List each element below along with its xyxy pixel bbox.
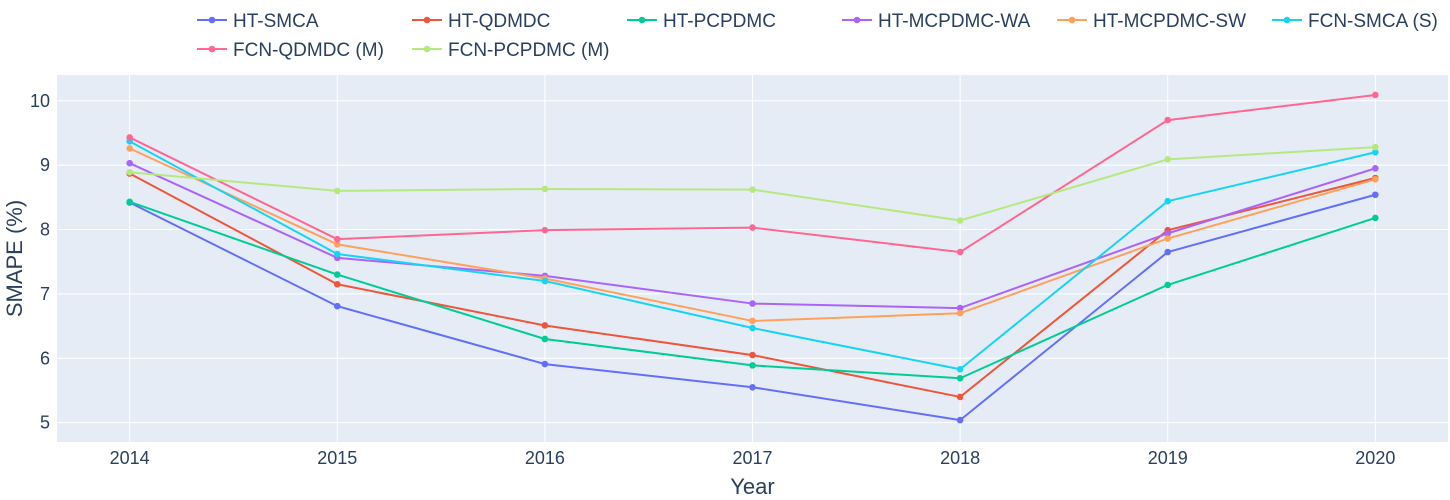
series-fcn-pcpdmc-m <box>126 143 1379 224</box>
series-ht-pcpdmc <box>126 198 1379 382</box>
x-tick-label: 2017 <box>732 448 772 468</box>
data-point <box>1164 248 1172 256</box>
legend-item[interactable]: HT-PCPDMC <box>627 11 776 32</box>
legend-item[interactable]: HT-MCPDMC-WA <box>842 11 1031 32</box>
data-point <box>333 302 341 310</box>
data-point <box>126 168 133 176</box>
data-point <box>333 250 341 258</box>
x-axis-ticks: 2014 2015 2016 2017 2018 2019 2020 <box>110 448 1396 468</box>
series-layer <box>126 91 1379 424</box>
legend-swatch-marker <box>208 45 216 53</box>
data-point <box>749 324 756 332</box>
data-point <box>956 304 964 312</box>
legend-swatch-marker <box>853 16 861 24</box>
data-point <box>1164 156 1172 163</box>
data-point <box>956 217 964 224</box>
data-point <box>1372 91 1379 99</box>
data-point <box>956 416 964 424</box>
y-tick-label: 6 <box>40 348 50 368</box>
legend-swatch-marker <box>1283 16 1291 24</box>
data-point <box>541 185 549 193</box>
legend-item[interactable]: FCN-QDMDC (M) <box>197 40 384 61</box>
data-point <box>126 145 133 152</box>
data-point <box>1164 197 1172 205</box>
data-point <box>749 300 756 307</box>
series-fcn-smca-s <box>126 138 1379 373</box>
data-point <box>126 198 133 206</box>
legend-swatch-marker <box>423 16 431 24</box>
data-point <box>749 362 756 369</box>
data-point <box>541 335 549 343</box>
legend-item[interactable]: FCN-PCPDMC (M) <box>412 40 609 61</box>
legend-label: FCN-SMCA (S) <box>1308 11 1438 32</box>
legend-label: FCN-PCPDMC (M) <box>448 40 609 61</box>
data-point <box>749 186 756 193</box>
x-tick-label: 2020 <box>1355 448 1395 468</box>
x-axis-title: Year <box>730 474 774 499</box>
legend-swatch-marker <box>1068 16 1076 24</box>
x-tick-label: 2019 <box>1148 448 1188 468</box>
data-point <box>126 159 133 167</box>
data-point <box>956 309 964 317</box>
data-point <box>956 374 964 382</box>
y-axis-title: SMAPE (%) <box>2 200 27 317</box>
data-point <box>749 317 756 325</box>
x-tick-label: 2016 <box>525 448 565 468</box>
data-point <box>1164 230 1172 237</box>
data-point <box>749 351 756 359</box>
data-point <box>956 365 964 373</box>
data-point <box>1164 235 1172 242</box>
legend-label: HT-MCPDMC-SW <box>1093 11 1246 32</box>
y-axis-ticks: 5 6 7 8 9 10 <box>30 91 50 433</box>
y-tick-label: 8 <box>40 220 50 240</box>
legend-item[interactable]: HT-QDMDC <box>412 11 550 32</box>
legend-label: HT-QDMDC <box>448 11 550 32</box>
data-point <box>333 280 341 288</box>
data-point <box>1372 176 1379 183</box>
data-point <box>1164 116 1172 124</box>
x-tick-label: 2014 <box>110 448 150 468</box>
data-point <box>1372 191 1379 199</box>
legend-item[interactable]: HT-SMCA <box>197 11 319 32</box>
data-point <box>333 187 341 195</box>
data-point <box>956 248 964 256</box>
data-point <box>541 360 549 368</box>
x-tick-label: 2018 <box>940 448 980 468</box>
data-point <box>1372 165 1379 172</box>
legend[interactable]: HT-SMCA HT-QDMDC HT-PCPDMC HT-MCPDMC-WA HT-M… <box>197 11 1438 61</box>
legend-swatch-marker <box>208 16 216 24</box>
y-tick-label: 7 <box>40 284 50 304</box>
legend-swatch-marker <box>638 16 646 24</box>
data-point <box>333 235 341 243</box>
data-point <box>1372 148 1379 156</box>
data-point <box>1372 143 1379 151</box>
data-point <box>541 277 549 285</box>
data-point <box>1164 281 1172 289</box>
legend-swatch-marker <box>423 45 431 53</box>
y-tick-label: 10 <box>30 91 50 111</box>
legend-item[interactable]: FCN-SMCA (S) <box>1272 11 1438 32</box>
data-point <box>333 241 341 248</box>
legend-label: HT-PCPDMC <box>663 11 776 32</box>
data-point <box>333 271 341 278</box>
y-tick-label: 9 <box>40 155 50 175</box>
legend-label: HT-SMCA <box>233 11 319 32</box>
legend-label: FCN-QDMDC (M) <box>233 40 384 61</box>
legend-label: HT-MCPDMC-WA <box>878 11 1031 32</box>
y-tick-label: 5 <box>40 413 50 433</box>
series-fcn-qdmdc-m <box>126 91 1379 256</box>
data-point <box>541 226 549 234</box>
data-point <box>541 322 549 329</box>
data-point <box>749 383 756 391</box>
x-tick-label: 2015 <box>317 448 357 468</box>
legend-item[interactable]: HT-MCPDMC-SW <box>1057 11 1246 32</box>
data-point <box>956 393 964 401</box>
series-ht-mcpdmc-wa <box>126 159 1379 312</box>
data-point <box>126 134 133 141</box>
data-point <box>749 224 756 231</box>
data-point <box>1372 214 1379 222</box>
